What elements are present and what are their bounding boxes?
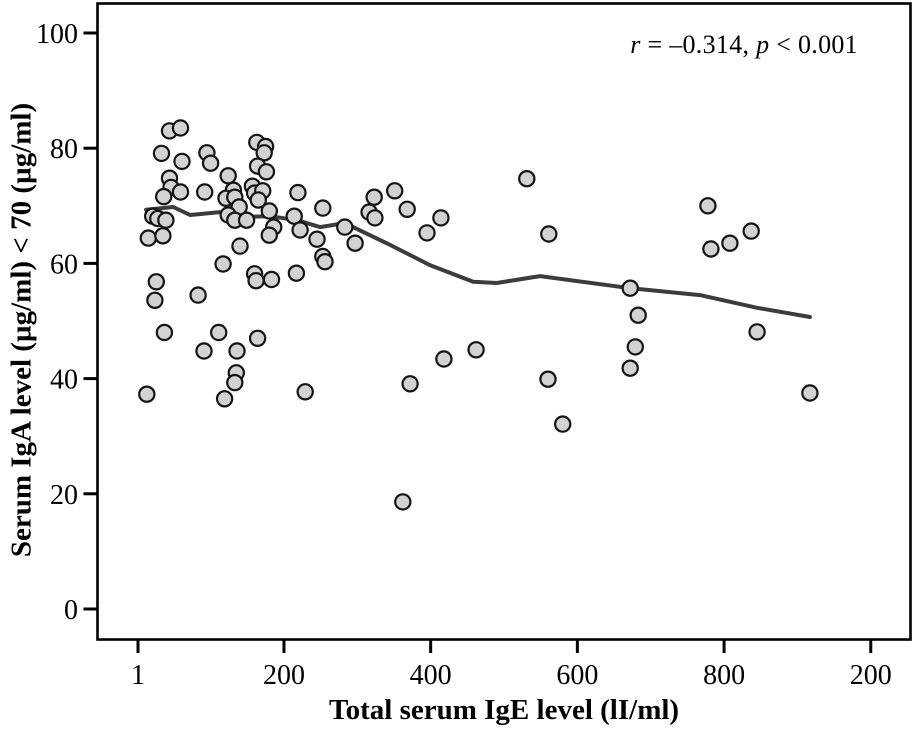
scatter-point xyxy=(401,375,419,393)
scatter-point xyxy=(721,234,739,252)
scatter-point xyxy=(702,240,720,258)
scatter-point xyxy=(540,225,558,243)
r-symbol: r xyxy=(630,30,641,59)
scatter-point xyxy=(226,373,244,392)
scatter-point xyxy=(228,342,246,360)
scatter-point xyxy=(336,218,354,236)
scatter-point xyxy=(154,187,173,206)
scatter-point xyxy=(209,323,228,342)
p-symbol: p xyxy=(756,30,770,59)
scatter-point xyxy=(189,286,207,304)
scatter-point xyxy=(314,199,332,217)
scatter-point xyxy=(621,279,639,297)
y-tick-label: 80 xyxy=(50,134,78,165)
scatter-point xyxy=(154,227,172,245)
scatter-point xyxy=(139,229,157,247)
scatter-point xyxy=(231,237,249,255)
scatter-point xyxy=(432,209,450,227)
x-tick-label: 800 xyxy=(703,660,745,691)
y-tick-label: 20 xyxy=(50,480,78,511)
scatter-point xyxy=(171,119,190,137)
scatter-point xyxy=(467,341,485,359)
scatter-point xyxy=(215,390,234,408)
x-axis-title: Total serum IgE level (lI/ml) xyxy=(328,694,680,726)
scatter-point xyxy=(801,384,819,402)
y-tick-label: 60 xyxy=(50,249,78,280)
scatter-point xyxy=(262,270,281,289)
scatter-point xyxy=(257,163,276,181)
scatter-point xyxy=(248,329,267,347)
scatter-point xyxy=(699,197,717,215)
scatter-point xyxy=(195,183,214,201)
scatter-point xyxy=(157,211,175,229)
y-tick-label: 40 xyxy=(50,365,78,396)
scatter-point xyxy=(155,323,174,342)
scatter-point xyxy=(249,191,267,209)
scatter-point xyxy=(366,209,384,227)
scatter-point xyxy=(152,144,171,163)
scatter-point xyxy=(260,226,278,244)
plot-border xyxy=(96,2,912,641)
scatter-point xyxy=(147,273,165,291)
scatter-point xyxy=(201,154,220,172)
scatter-point xyxy=(247,272,265,290)
scatter-point xyxy=(518,169,536,188)
scatter-point xyxy=(287,264,306,282)
scatter-point xyxy=(398,200,416,218)
scatter-point xyxy=(291,221,309,239)
scatter-point xyxy=(386,182,404,200)
scatter-point xyxy=(173,152,191,171)
x-tick-label: 1 xyxy=(131,660,145,691)
scatter-point xyxy=(289,183,307,202)
scatter-point xyxy=(554,415,572,433)
x-tick-label: 600 xyxy=(556,660,598,691)
scatter-point xyxy=(195,342,213,360)
x-tick-label: 200 xyxy=(263,660,305,691)
scatter-point xyxy=(296,383,314,401)
p-value: < 0.001 xyxy=(769,30,858,59)
scatter-point xyxy=(418,224,436,242)
scatter-point xyxy=(394,493,412,511)
scatter-point xyxy=(260,202,278,220)
scatter-point xyxy=(629,306,647,324)
correlation-annotation: r = –0.314, p < 0.001 xyxy=(630,30,858,60)
scatter-point xyxy=(146,291,164,309)
scatter-point xyxy=(621,359,639,377)
scatter-point xyxy=(219,167,237,185)
scatter-point xyxy=(742,222,760,240)
y-tick-label: 0 xyxy=(64,595,78,626)
r-value: = –0.314, xyxy=(640,30,757,59)
scatter-point xyxy=(255,144,273,162)
scatter-point xyxy=(214,255,232,273)
scatter-point xyxy=(138,385,156,403)
y-tick-label: 100 xyxy=(36,19,78,50)
y-axis-title: Serum IgA level (µg/ml) < 70 (µg/ml) xyxy=(5,102,38,558)
scatter-point xyxy=(748,323,766,341)
scatter-point xyxy=(539,370,557,388)
x-tick-label: 200 xyxy=(850,660,892,691)
scatter-point xyxy=(316,253,334,271)
scatter-point xyxy=(435,350,453,368)
scatter-point xyxy=(237,211,256,229)
scatter-point xyxy=(308,230,326,248)
scatter-point xyxy=(626,338,645,356)
scatter-point xyxy=(346,234,364,252)
x-tick-label: 400 xyxy=(410,660,452,691)
scatter-point xyxy=(365,188,383,206)
scatter-point xyxy=(171,183,190,201)
